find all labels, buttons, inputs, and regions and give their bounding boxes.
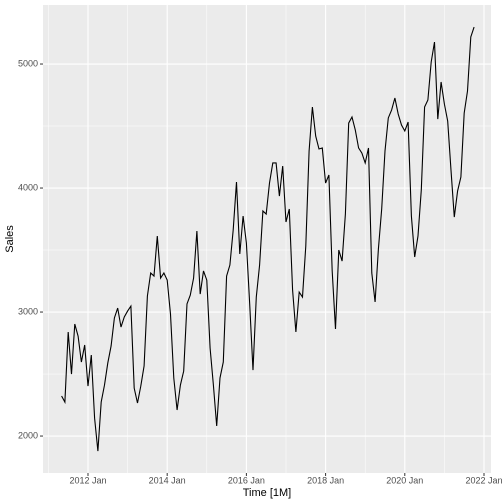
x-tick-label: 2014 Jan xyxy=(149,475,186,485)
line xyxy=(61,26,475,452)
x-axis-label: Time [1M] xyxy=(243,487,292,499)
y-tick-label: 3000 xyxy=(18,306,38,316)
x-tick-label: 2020 Jan xyxy=(386,475,423,485)
y-tick-label: 2000 xyxy=(18,430,38,440)
x-tick-label: 2018 Jan xyxy=(307,475,344,485)
x-tick-label: 2016 Jan xyxy=(228,475,265,485)
x-tick-label: 2022 Jan xyxy=(465,475,502,485)
x-tick-label: 2012 Jan xyxy=(69,475,106,485)
y-tick-label: 4000 xyxy=(18,182,38,192)
y-axis-label: Sales xyxy=(4,225,16,253)
panel xyxy=(43,5,491,473)
y-tick-label: 5000 xyxy=(18,58,38,68)
